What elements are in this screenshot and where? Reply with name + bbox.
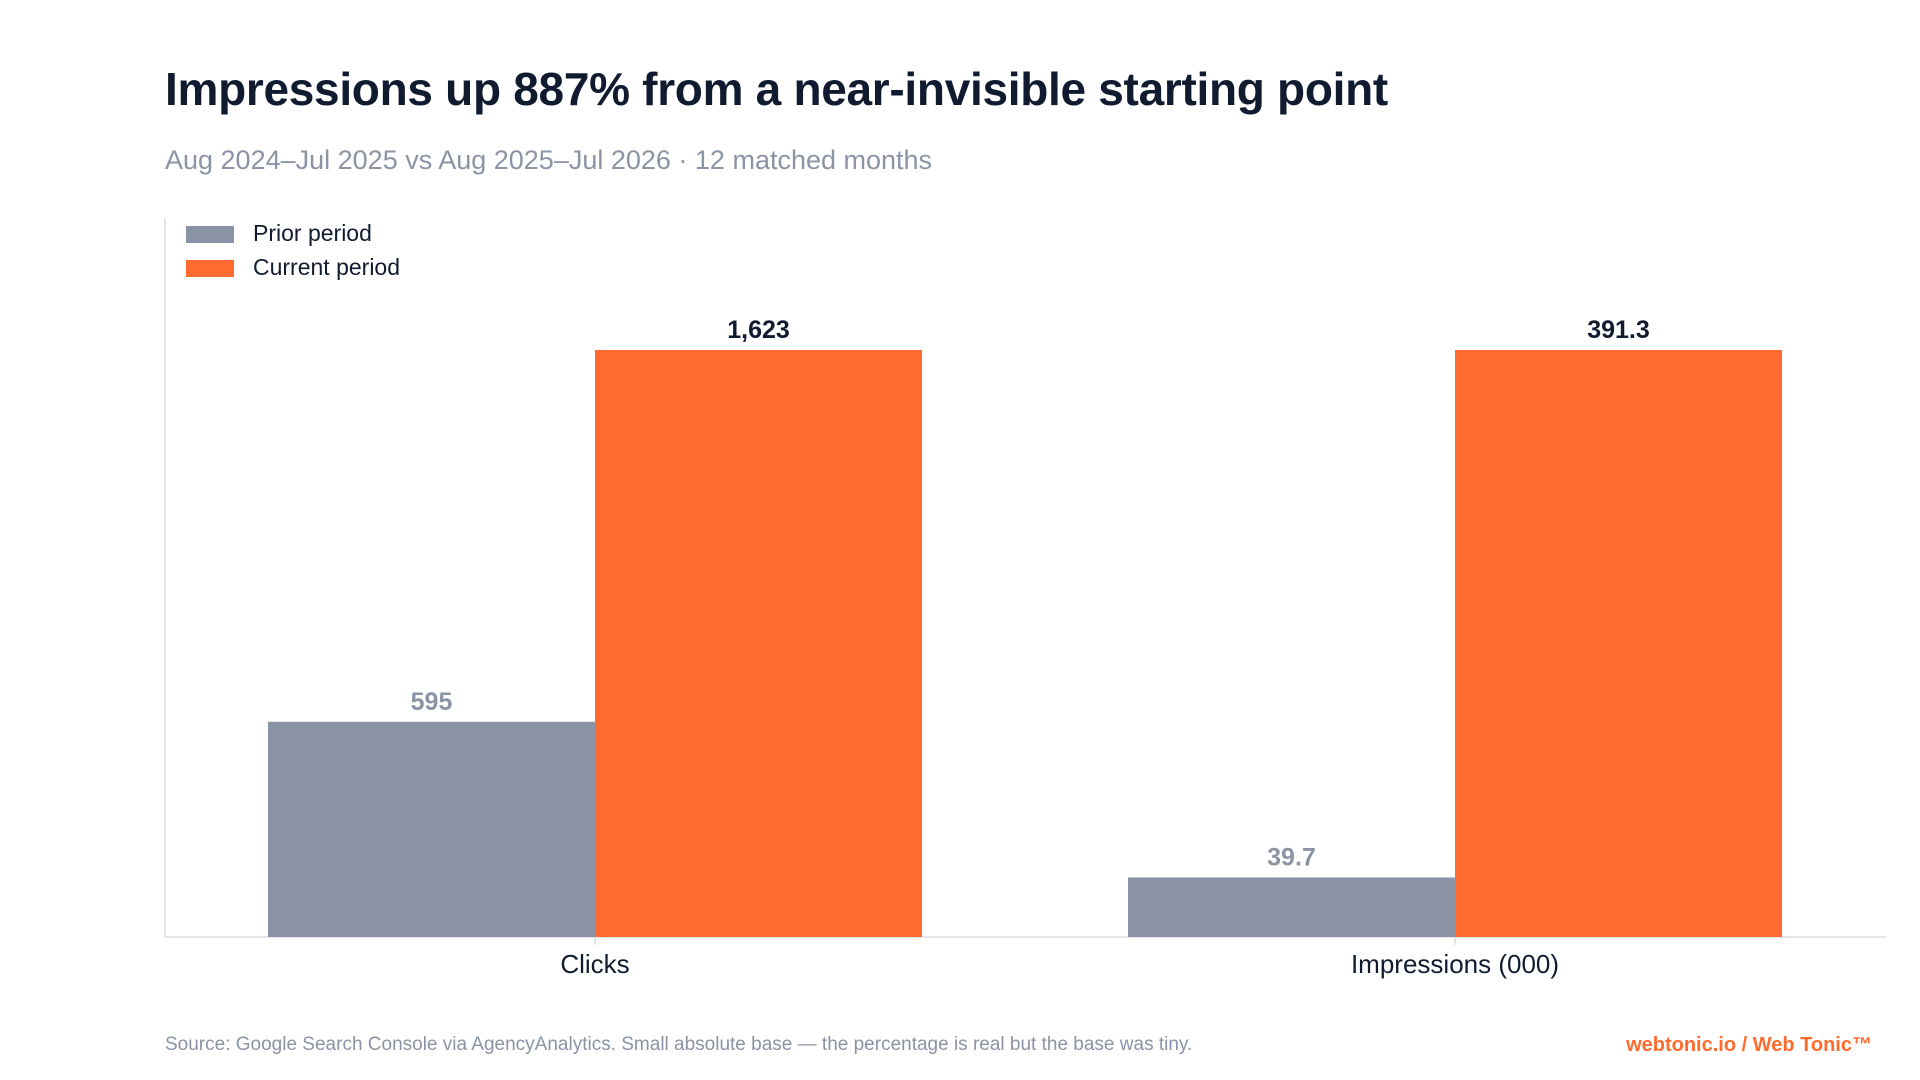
legend-swatch-prior: [186, 226, 234, 243]
data-label: 39.7: [1267, 843, 1316, 871]
legend-swatch-current: [186, 260, 234, 277]
data-label: 391.3: [1587, 316, 1650, 344]
brand-credit: webtonic.io / Web Tonic™: [1626, 1034, 1872, 1056]
legend-label: Prior period: [253, 220, 372, 246]
data-label: 595: [411, 688, 453, 716]
bar-prior-0: [268, 721, 595, 937]
chart-title: Impressions up 887% from a near-invisibl…: [165, 63, 1388, 115]
bar-prior-1: [1128, 877, 1455, 937]
legend-label: Current period: [253, 254, 400, 280]
chart-subtitle: Aug 2024–Jul 2025 vs Aug 2025–Jul 2026 ·…: [165, 145, 933, 175]
bar-current-0: [595, 350, 922, 937]
bar-current-1: [1455, 350, 1782, 937]
data-label: 1,623: [727, 316, 790, 344]
source-note: Source: Google Search Console via Agency…: [165, 1034, 1193, 1055]
x-tick-label: Clicks: [560, 949, 629, 979]
x-tick-label: Impressions (000): [1351, 949, 1559, 979]
